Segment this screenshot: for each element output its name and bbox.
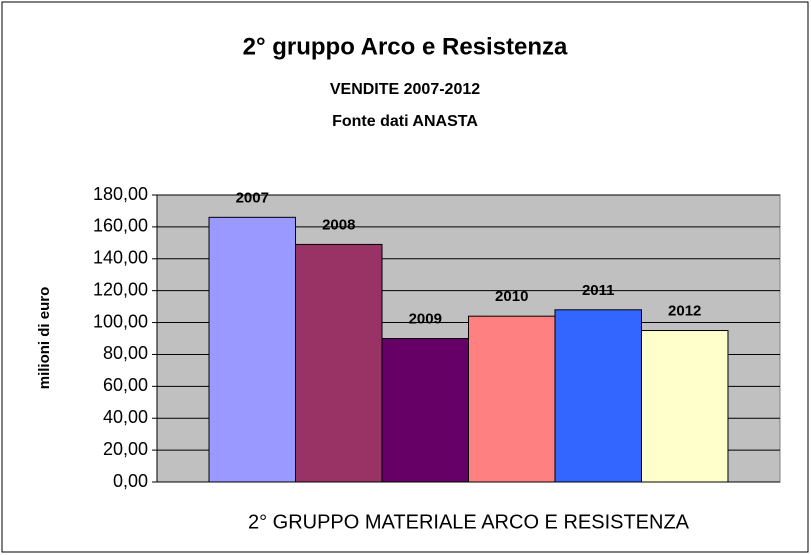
y-tick-label: 40,00 [103, 407, 148, 427]
y-tick-label: 60,00 [103, 375, 148, 395]
bar [295, 243, 383, 483]
bar [554, 309, 642, 483]
chart-title: 2° gruppo Arco e Resistenza [243, 33, 568, 60]
data-label: 2010 [495, 288, 528, 305]
data-label: 2012 [668, 302, 701, 319]
bar [381, 338, 469, 483]
chart-source: Fonte dati ANASTA [332, 113, 478, 130]
x-tick-label: 2° GRUPPO MATERIALE ARCO E RESISTENZA [248, 511, 690, 533]
chart-subtitle: VENDITE 2007-2012 [330, 81, 480, 98]
y-tick-label: 20,00 [103, 439, 148, 459]
y-tick-label: 120,00 [93, 279, 148, 299]
bar [208, 216, 297, 483]
bar [468, 315, 556, 483]
y-axis-label: milioni di euro [36, 287, 53, 390]
y-tick-label: 80,00 [103, 343, 148, 363]
data-label: 2007 [236, 189, 269, 206]
bar [640, 330, 729, 483]
y-tick-label: 100,00 [93, 311, 148, 331]
data-label: 2011 [582, 282, 615, 299]
data-label: 2009 [409, 310, 442, 327]
y-tick-label: 160,00 [93, 216, 148, 236]
data-label: 2008 [322, 216, 355, 233]
y-tick-label: 140,00 [93, 248, 148, 268]
y-tick-label: 0,00 [113, 471, 148, 491]
y-tick-label: 180,00 [93, 184, 148, 204]
